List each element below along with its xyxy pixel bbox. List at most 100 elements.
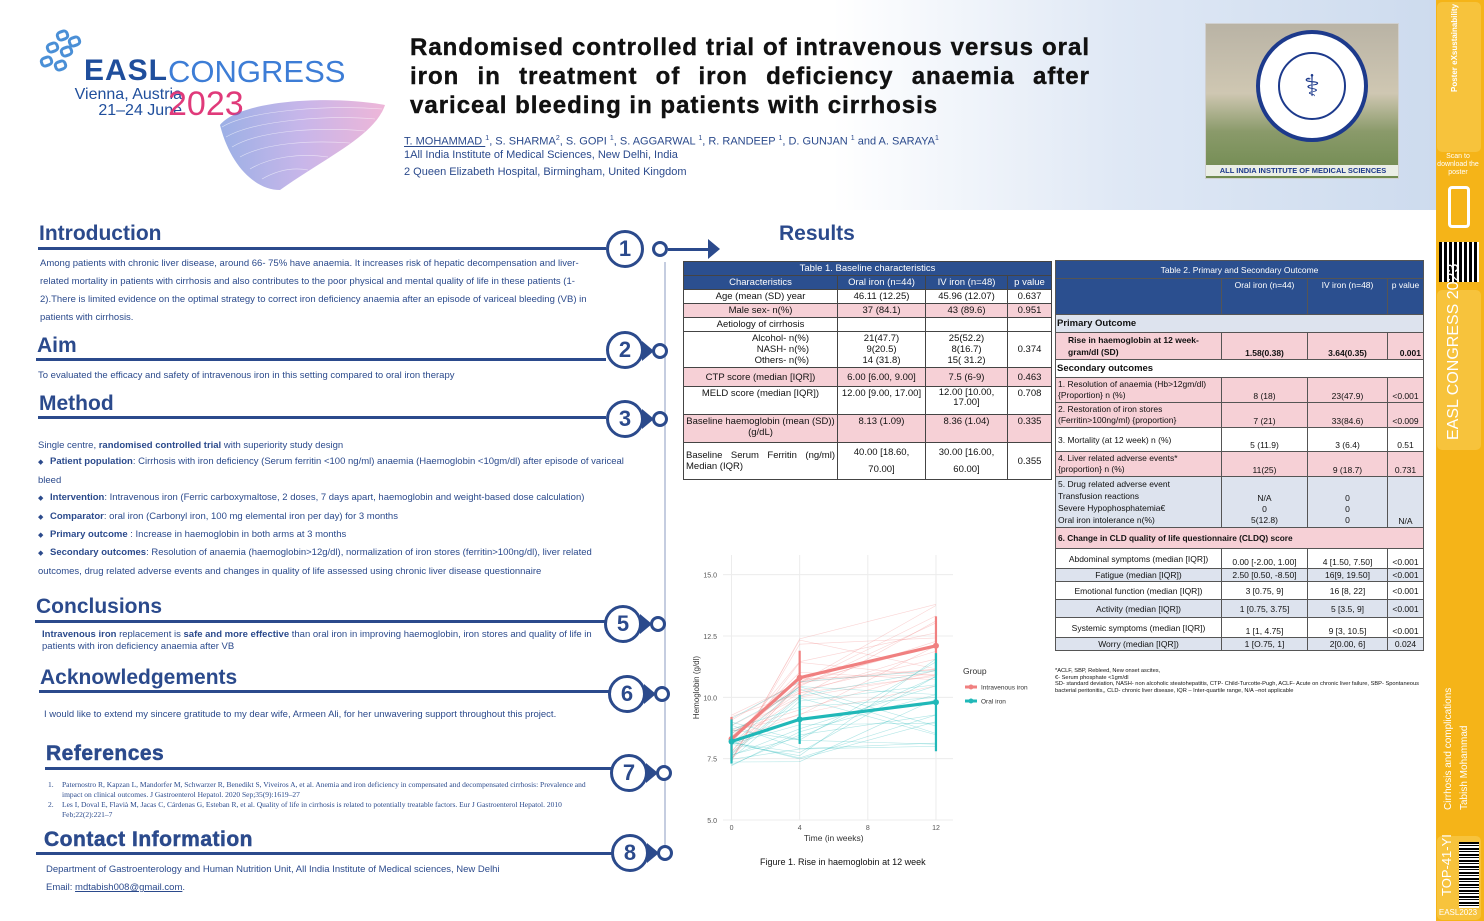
ring-2 xyxy=(652,343,668,359)
ring-8 xyxy=(657,845,673,861)
legend-marker xyxy=(968,698,974,704)
table1-cell xyxy=(837,317,926,332)
table2-cell: <0.009 xyxy=(1387,402,1424,428)
arrow-right-icon xyxy=(642,409,654,429)
email-link[interactable]: mdtabish008@gmail.com xyxy=(75,882,183,893)
arrow-right-icon xyxy=(708,239,720,259)
ring-3 xyxy=(652,411,668,427)
intro-heading: Introduction xyxy=(39,222,162,245)
x-axis-label: Time (in weeks) xyxy=(804,833,864,843)
table2-cell: 1 [1, 4.75] xyxy=(1221,617,1308,638)
baseline-table: Table 1. Baseline characteristics Charac… xyxy=(683,261,1052,480)
table2-cell: 2. Restoration of iron stores (Ferritin>… xyxy=(1055,402,1222,428)
bullet-key: Comparator xyxy=(50,511,104,522)
reference-item: 2. Les I, Doval E, Flavià M, Jacas C, Cár… xyxy=(48,800,593,819)
subject-line xyxy=(731,714,937,759)
method-bullet: ◆ Secondary outcomes: Resolution of anaem… xyxy=(38,544,638,581)
section-number-7: 7 xyxy=(610,754,648,792)
table2-header xyxy=(1055,278,1222,315)
conclusion-text-2: replacement is xyxy=(116,629,184,640)
table2-cell: 0.001 xyxy=(1387,332,1424,360)
table1-header: Oral iron (n=44) xyxy=(837,275,926,290)
table2-cell: 11(25) xyxy=(1221,451,1308,477)
table1-cell: 0.708 xyxy=(1007,386,1052,415)
refs-rule xyxy=(45,767,611,770)
diamond-bullet-icon: ◆ xyxy=(38,532,44,539)
aim-text: To evaluated the efficacy and safety of … xyxy=(38,370,455,381)
sidebar-topic: Cirrhosis and complications xyxy=(1443,687,1454,810)
affiliation-2: 2 Queen Elizabeth Hospital, Birmingham, … xyxy=(404,166,687,178)
aiims-photo: ⚕ ALL INDIA INSTITUTE OF MEDICAL SCIENCE… xyxy=(1205,23,1399,179)
easl-congress-logo: EASL CONGRESS Vienna, Austria 21–24 June… xyxy=(38,28,345,123)
poster-title: Randomised controlled trial of intraveno… xyxy=(410,34,1090,119)
outcome-table: Table 2. Primary and Secondary Outcome O… xyxy=(1055,260,1424,651)
table2-cell: 1. Resolution of anaemia (Hb>12gm/dl) {P… xyxy=(1055,377,1222,403)
author-name: , R. RANDEEP xyxy=(702,135,779,148)
bullet-key: Patient population xyxy=(50,456,133,467)
method-bullet: ◆ Comparator: oral iron (Carbonyl iron, 1… xyxy=(38,508,648,527)
section-number-5: 5 xyxy=(604,605,642,643)
table2-cell: 3 (6.4) xyxy=(1307,427,1388,452)
subject-line xyxy=(731,658,937,756)
table1-header: p value xyxy=(1007,275,1052,290)
diamond-bullet-icon: ◆ xyxy=(38,495,44,502)
arrow-right-icon xyxy=(642,341,654,361)
x-tick-label: 4 xyxy=(798,825,802,832)
phone-icon xyxy=(1448,186,1470,228)
table2-cell: 7 (21) xyxy=(1221,402,1308,428)
legend-title: Group xyxy=(963,666,987,676)
table2-cell: 8 (18) xyxy=(1221,377,1308,403)
section-connector xyxy=(664,262,666,852)
section-number-2: 2 xyxy=(606,331,644,369)
sidebar-info-box: Cirrhosis and complications Tabish Moham… xyxy=(1437,465,1481,825)
table1-cell xyxy=(925,317,1008,332)
table2-cell: <0.001 xyxy=(1387,599,1424,618)
aim-heading: Aim xyxy=(37,334,77,357)
author-sup: 1 xyxy=(485,135,490,142)
author-name: , S. AGGARWAL xyxy=(613,135,699,148)
reference-text: Les I, Doval E, Flavià M, Jacas C, Cárde… xyxy=(62,800,562,819)
table1-cell: 45.96 (12.07) xyxy=(925,289,1008,304)
table2-cell: 3 [0.75, 9] xyxy=(1221,581,1308,600)
table1-header: IV iron (n=48) xyxy=(925,275,1008,290)
data-point xyxy=(796,716,803,723)
subject-line xyxy=(731,605,937,758)
email-tail: . xyxy=(182,882,186,893)
sidebar-congress: EASL CONGRESS 2023 xyxy=(1445,263,1462,440)
contact-heading: Contact Information xyxy=(44,828,253,852)
table1-cell: 40.00 [18.60, 70.00] xyxy=(837,442,926,480)
data-point xyxy=(932,699,939,706)
intro-text: Among patients with chronic liver diseas… xyxy=(40,258,587,323)
refs-heading: References xyxy=(46,742,165,766)
bullet-value: : Resolution of anaemia (haemoglobin>12g… xyxy=(38,547,592,577)
table2-cell: 0.51 xyxy=(1387,427,1424,452)
table2-header: p value xyxy=(1387,278,1424,315)
table1-cell: 0.374 xyxy=(1007,331,1052,368)
section-number-3: 3 xyxy=(606,400,644,438)
table1-cell: Age (mean (SD) year xyxy=(683,289,838,304)
data-point xyxy=(932,642,939,649)
aiims-seal-icon: ⚕ xyxy=(1256,30,1368,142)
table1-cell: Baseline Serum Ferritin (ng/ml) Median (… xyxy=(683,442,838,480)
table1-cell: 0.951 xyxy=(1007,303,1052,318)
table1-cell: 12.00 [9.00, 17.00] xyxy=(837,386,926,415)
note-line: SD- standard deviation, NASH- non alcoho… xyxy=(1055,681,1419,694)
conclusion-strong-3: safe and more effective xyxy=(183,629,290,640)
method-bullet: ◆ Patient population: Cirrhosis with iron… xyxy=(38,453,648,490)
table1-cell: 30.00 [16.00, 60.00] xyxy=(925,442,1008,480)
table2-cell: Activity (median [IQR]) xyxy=(1055,599,1222,618)
qr-code[interactable] xyxy=(1439,242,1479,282)
table2-cell: 16 [8, 22] xyxy=(1307,581,1388,600)
right-sidebar: Poster eXsustainability Scan to download… xyxy=(1436,0,1484,921)
table2-cell: Abdominal symptoms (median [IQR]) xyxy=(1055,548,1222,569)
table2-cell: Worry (median [IQR]) xyxy=(1055,637,1222,651)
table2-cell: 5 (11.9) xyxy=(1221,427,1308,452)
table1-cell: 8.36 (1.04) xyxy=(925,414,1008,443)
contact-email-line: Email: mdtabish008@gmail.com. xyxy=(46,879,185,897)
conclusion-text-4: than oral iron in improving haemoglobin,… xyxy=(42,629,592,652)
table1-cell: Aetiology of cirrhosis xyxy=(683,317,838,332)
x-tick-label: 12 xyxy=(932,825,940,832)
liver-illustration xyxy=(220,100,385,190)
logo-easl-text: EASL xyxy=(84,54,169,87)
ack-text: I would like to extend my sincere gratit… xyxy=(44,709,557,720)
